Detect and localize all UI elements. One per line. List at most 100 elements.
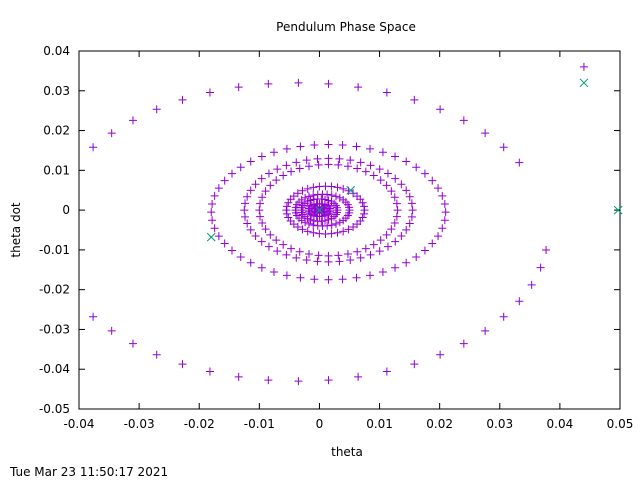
data-point-plus (481, 129, 490, 138)
data-point-plus (258, 193, 267, 202)
data-point-plus (298, 210, 307, 219)
data-point-plus (292, 253, 301, 262)
data-point-plus (309, 191, 318, 200)
data-point-plus (410, 95, 419, 104)
data-point-plus (405, 219, 414, 228)
data-point-plus (434, 184, 443, 193)
data-point-plus (257, 174, 266, 183)
data-point-plus (261, 225, 270, 234)
data-point-plus (241, 212, 250, 221)
data-point-plus (405, 192, 414, 201)
data-point-plus (152, 350, 161, 359)
data-point-plus (240, 206, 249, 215)
data-point-plus (284, 198, 293, 207)
data-point-plus (335, 218, 344, 227)
data-point-plus (390, 218, 399, 227)
x-tick-labels: -0.04 -0.03 -0.02 -0.01 0 0.01 0.02 0.03 0.04 0.0… (63, 417, 633, 431)
data-point-plus (383, 242, 392, 251)
data-point-plus (257, 237, 266, 246)
data-point-plus (309, 221, 318, 230)
data-point-plus (207, 208, 216, 217)
data-point-plus (353, 247, 362, 256)
data-point-plus (407, 212, 416, 221)
y-tick-label: 0.03 (43, 84, 70, 98)
data-point-plus (334, 160, 343, 169)
data-point-plus (304, 219, 313, 228)
data-point-plus (266, 230, 275, 239)
data-point-plus (314, 251, 323, 260)
y-tick-label: 0.04 (43, 44, 70, 58)
data-point-plus (354, 372, 363, 381)
data-point-plus (295, 247, 304, 256)
data-point-plus (318, 208, 327, 217)
data-point-plus (298, 225, 307, 234)
data-point-plus (352, 273, 361, 282)
data-point-plus (354, 83, 363, 92)
data-point-plus (382, 230, 391, 239)
data-point-plus (335, 257, 344, 266)
data-point-plus (408, 206, 417, 215)
data-point-plus (515, 297, 524, 306)
data-point-plus (420, 246, 429, 255)
data-point-plus (264, 79, 273, 88)
y-tick-labels: -0.05 -0.04 -0.03 -0.02 -0.01 0 0.01 0.02 0.03 0.… (39, 44, 70, 416)
data-point-plus (269, 267, 278, 276)
data-point-plus (314, 160, 323, 169)
data-point-plus (376, 236, 385, 245)
data-point-plus (407, 199, 416, 208)
data-point-plus (292, 158, 301, 167)
plot-frame (78, 50, 621, 410)
data-point-plus (335, 193, 344, 202)
data-point-plus (300, 199, 309, 208)
data-point-plus (243, 192, 252, 201)
data-point-plus (499, 143, 508, 152)
data-point-plus (236, 252, 245, 261)
data-point-plus (390, 193, 399, 202)
x-tick-label: -0.03 (124, 417, 155, 431)
data-point-plus (346, 156, 355, 165)
data-point-plus (236, 163, 245, 172)
data-point-plus (402, 225, 411, 234)
data-point-plus (220, 176, 229, 185)
data-point-cross (206, 232, 216, 242)
data-point-plus (272, 236, 281, 245)
axis-ticks (78, 50, 621, 410)
data-point-plus (338, 275, 347, 284)
data-point-plus (324, 160, 333, 169)
data-point-plus (256, 199, 265, 208)
data-point-plus (309, 228, 318, 237)
data-point-plus (366, 250, 375, 259)
data-point-cross (346, 185, 356, 195)
data-point-plus (527, 280, 536, 289)
x-tick-label: -0.02 (184, 417, 215, 431)
data-point-plus (315, 182, 324, 191)
x-axis-label: theta (331, 445, 363, 459)
data-point-plus (272, 176, 281, 185)
data-point-plus (234, 372, 243, 381)
data-point-plus (205, 367, 214, 376)
data-point-plus (361, 244, 370, 253)
data-point-plus (412, 163, 421, 172)
data-point-plus (304, 162, 313, 171)
data-point-plus (392, 199, 401, 208)
data-point-plus (304, 192, 313, 201)
data-point-plus (310, 140, 319, 149)
data-point-plus (343, 162, 352, 171)
data-point-plus (251, 231, 260, 240)
data-point-plus (333, 228, 342, 237)
data-point-plus (366, 271, 375, 280)
y-tick-label: -0.03 (39, 322, 70, 336)
data-point-plus (499, 312, 508, 321)
data-point-plus (334, 251, 343, 260)
data-point-plus (128, 339, 137, 348)
footer-timestamp: Tue Mar 23 11:50:17 2021 (9, 465, 168, 479)
data-point-plus (397, 180, 406, 189)
data-point-plus (376, 176, 385, 185)
data-point-plus (282, 209, 291, 218)
y-tick-label: 0.01 (43, 163, 70, 177)
data-point-plus (220, 239, 229, 248)
data-point-plus (360, 209, 369, 218)
y-tick-label: 0 (62, 203, 70, 217)
data-point-plus (378, 267, 387, 276)
data-point-plus (251, 180, 260, 189)
